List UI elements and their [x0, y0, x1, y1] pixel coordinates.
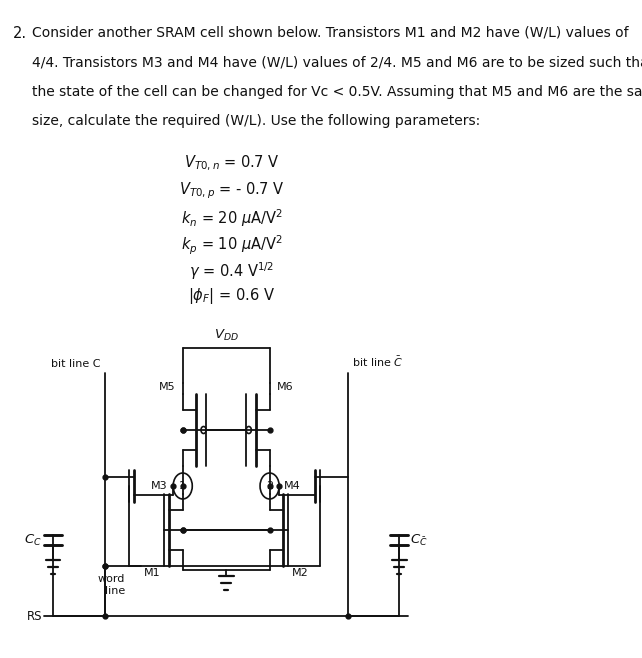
Text: bit line $\bar{C}$: bit line $\bar{C}$ [352, 355, 404, 369]
Text: $\gamma$ = 0.4 V$^{1/2}$: $\gamma$ = 0.4 V$^{1/2}$ [189, 260, 275, 282]
Text: M5: M5 [159, 382, 175, 392]
Text: $C_C$: $C_C$ [24, 532, 42, 547]
Text: 1: 1 [179, 481, 186, 491]
Text: 4/4. Transistors M3 and M4 have (W/L) values of 2/4. M5 and M6 are to be sized s: 4/4. Transistors M3 and M4 have (W/L) va… [32, 55, 642, 70]
Text: $k_n$ = 20 $\mu$A/V$^2$: $k_n$ = 20 $\mu$A/V$^2$ [181, 207, 283, 229]
Text: $|\phi_F|$ = 0.6 V: $|\phi_F|$ = 0.6 V [189, 286, 275, 307]
Text: $V_{DD}$: $V_{DD}$ [214, 328, 239, 343]
Text: Consider another SRAM cell shown below. Transistors M1 and M2 have (W/L) values : Consider another SRAM cell shown below. … [32, 26, 629, 40]
Text: $C_{\bar{C}}$: $C_{\bar{C}}$ [410, 532, 428, 547]
Text: M2: M2 [291, 568, 308, 578]
Text: $k_p$ = 10 $\mu$A/V$^2$: $k_p$ = 10 $\mu$A/V$^2$ [181, 234, 283, 257]
Text: M3: M3 [152, 481, 168, 491]
Text: 2: 2 [266, 481, 273, 491]
Text: size, calculate the required (W/L). Use the following parameters:: size, calculate the required (W/L). Use … [32, 114, 481, 128]
Text: the state of the cell can be changed for Vc < 0.5V. Assuming that M5 and M6 are : the state of the cell can be changed for… [32, 85, 642, 99]
Text: M1: M1 [144, 568, 160, 578]
Text: $V_{T0,n}$ = 0.7 V: $V_{T0,n}$ = 0.7 V [184, 154, 280, 173]
Text: word
line: word line [98, 574, 125, 595]
Text: M6: M6 [277, 382, 294, 392]
Text: 2.: 2. [13, 26, 28, 41]
Text: bit line C: bit line C [51, 359, 100, 369]
Text: M4: M4 [284, 481, 301, 491]
Text: $V_{T0,p}$ = - 0.7 V: $V_{T0,p}$ = - 0.7 V [180, 180, 284, 201]
Text: RS: RS [27, 609, 43, 622]
